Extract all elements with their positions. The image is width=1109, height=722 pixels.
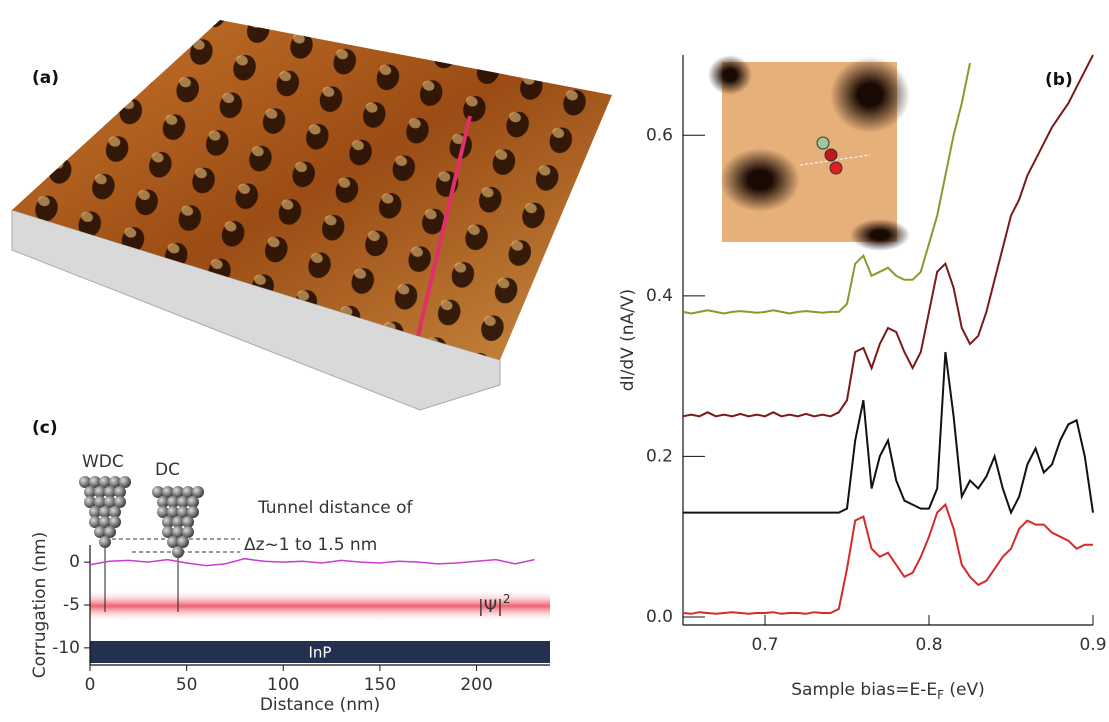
x-tick-label: 0.7 — [751, 635, 778, 655]
data-line — [683, 351, 1094, 516]
x-axis-label-part: F — [937, 688, 944, 702]
tip-atom — [84, 496, 96, 508]
x-tick-label: 0.9 — [1079, 635, 1106, 655]
tip-atom — [172, 486, 184, 498]
x-tick-label: 0.8 — [915, 635, 942, 655]
tip-atom — [109, 476, 121, 488]
tip-atom — [104, 496, 116, 508]
tip-atom — [94, 496, 106, 508]
tip-atom — [99, 476, 111, 488]
tips — [79, 476, 204, 558]
data-line — [682, 54, 1094, 418]
tip-atom — [177, 496, 189, 508]
tip-atom — [172, 526, 184, 538]
data-line — [682, 62, 971, 315]
x-tick-label: 200 — [460, 675, 492, 695]
data-line — [682, 502, 1093, 615]
annotation: |Ψ|2 — [478, 592, 510, 618]
annotation: DC — [155, 460, 180, 480]
tip-atom — [94, 526, 106, 538]
x-tick-label: 100 — [267, 675, 299, 695]
tip-atom — [167, 506, 179, 518]
tip-atom — [172, 516, 184, 528]
wavefunction-band — [90, 590, 550, 622]
y-tick-label: 0.2 — [646, 446, 673, 466]
tip-atom — [177, 506, 189, 518]
stm-inset — [708, 55, 910, 251]
x-axis-label-part: (eV) — [944, 680, 985, 700]
y-axis-label: Corrugation (nm) — [30, 532, 50, 679]
tip-atom — [172, 546, 184, 558]
x-tick-label: 150 — [364, 675, 396, 695]
y-tick-label: 0.4 — [646, 286, 673, 306]
panel-label: (c) — [32, 418, 58, 438]
tip-atom — [89, 516, 101, 528]
y-axis-label: dI/dV (nA/V) — [618, 289, 638, 391]
annotation: Δz~1 to 1.5 nm — [244, 535, 377, 555]
substrate-bar — [90, 641, 550, 663]
afm-image — [11, 20, 612, 411]
tip-atom — [79, 476, 91, 488]
tip-atom — [192, 486, 204, 498]
tip-atom — [84, 486, 96, 498]
panel-label: (b) — [1045, 70, 1073, 90]
tip-atom — [104, 486, 116, 498]
tip-atom — [114, 486, 126, 498]
tip-atom — [94, 486, 106, 498]
tip-atom — [182, 516, 194, 528]
tip-atom — [187, 496, 199, 508]
tip-atom — [162, 526, 174, 538]
tip-atom — [177, 536, 189, 548]
tip-atom — [99, 506, 111, 518]
tip-atom — [114, 496, 126, 508]
tip-atom — [104, 526, 116, 538]
tip-atom — [109, 506, 121, 518]
y-tick-label: -5 — [63, 595, 80, 615]
annotation: InP — [309, 644, 332, 662]
x-axis-label-part: Sample bias=E-E — [791, 680, 937, 700]
x-axis-label: Sample bias=E-EF (eV) — [791, 680, 984, 702]
y-tick-label: 0 — [69, 552, 80, 572]
tip-atom — [167, 496, 179, 508]
tip-atom — [162, 516, 174, 528]
panel-label: (a) — [32, 68, 59, 88]
tip-atom — [157, 496, 169, 508]
annotation: Tunnel distance of — [257, 498, 414, 518]
annotation: WDC — [82, 452, 124, 472]
tip-atom — [162, 486, 174, 498]
tip-atom — [109, 516, 121, 528]
y-tick-label: 0.6 — [646, 125, 673, 145]
tip-atom — [152, 486, 164, 498]
tip-atom — [99, 536, 111, 548]
x-axis-label: Distance (nm) — [260, 695, 380, 715]
tip-atom — [89, 506, 101, 518]
y-tick-label: -10 — [52, 638, 80, 658]
y-tick-label: 0.0 — [646, 607, 673, 627]
data-line — [89, 557, 535, 567]
tip-atom — [89, 476, 101, 488]
x-tick-label: 50 — [176, 675, 198, 695]
x-tick-label: 0 — [85, 675, 96, 695]
tip-atom — [167, 536, 179, 548]
tip-atom — [119, 476, 131, 488]
annotation-part: |Ψ| — [478, 597, 503, 617]
tip-atom — [187, 506, 199, 518]
annotation-part: 2 — [503, 592, 511, 606]
tip-atom — [157, 506, 169, 518]
tip-atom — [99, 516, 111, 528]
tip-atom — [182, 526, 194, 538]
tip-atom — [182, 486, 194, 498]
